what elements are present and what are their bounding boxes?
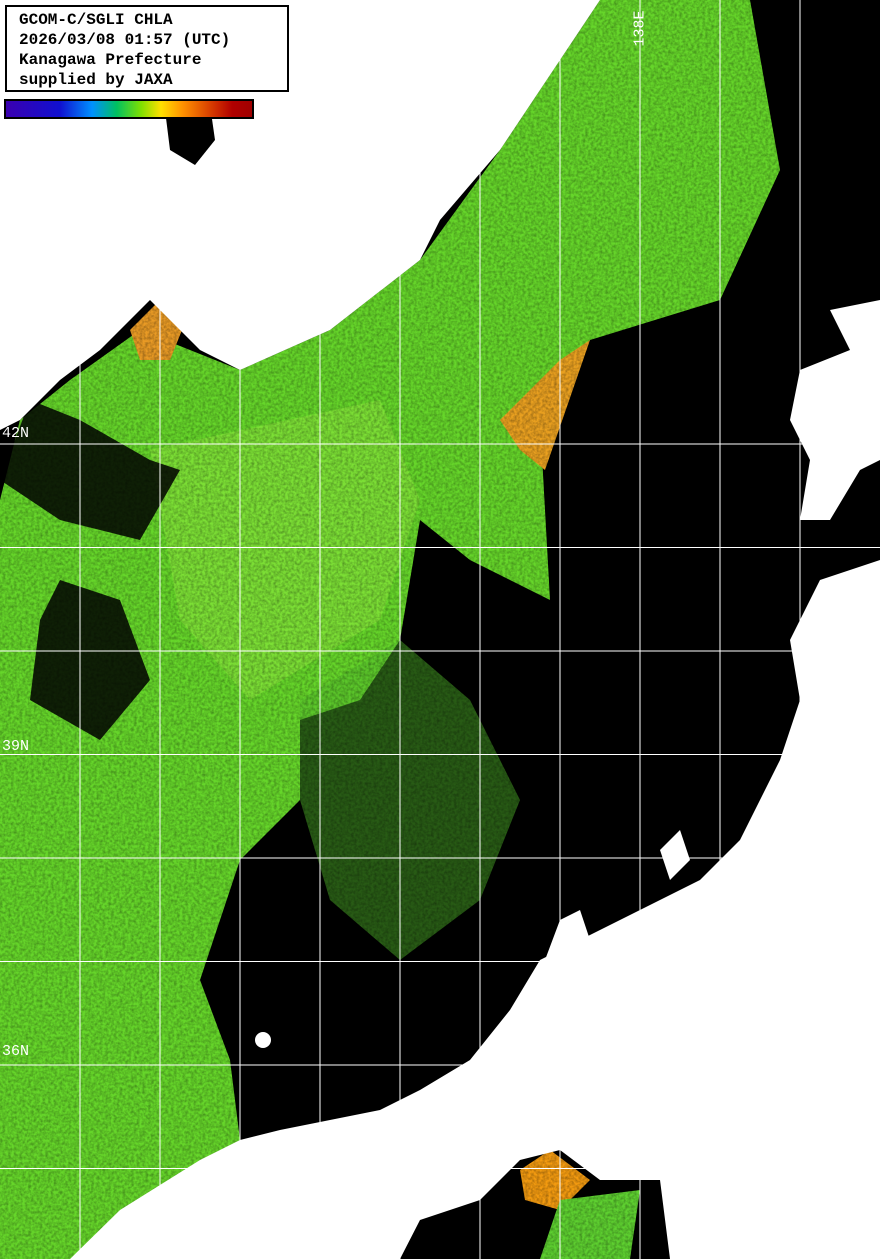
- product-title: GCOM-C/SGLI CHLA: [19, 11, 173, 29]
- color-scale-bar: [4, 99, 254, 119]
- observation-time: 2026/03/08 01:57 (UTC): [19, 31, 231, 49]
- lat-label-42n: 42N: [2, 425, 30, 442]
- lat-label-39n: 39N: [2, 738, 30, 755]
- supplier-prefecture: Kanagawa Prefecture: [19, 51, 202, 69]
- lat-label-36n: 36N: [2, 1043, 30, 1060]
- supplier-credit: supplied by JAXA: [19, 71, 173, 89]
- lon-label-138e: 138E: [631, 10, 649, 47]
- info-box: GCOM-C/SGLI CHLA 2026/03/08 01:57 (UTC) …: [5, 5, 289, 92]
